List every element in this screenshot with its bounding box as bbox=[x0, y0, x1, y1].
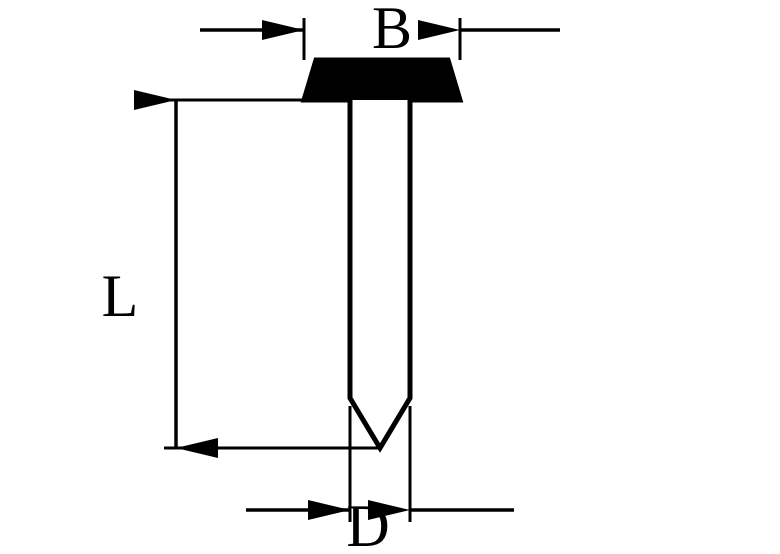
label-d: D bbox=[346, 493, 389, 554]
label-b: B bbox=[372, 0, 412, 61]
nail-head bbox=[304, 60, 460, 100]
nail-diagram bbox=[304, 60, 460, 448]
nail-shank bbox=[350, 100, 410, 448]
label-l: L bbox=[102, 263, 139, 329]
